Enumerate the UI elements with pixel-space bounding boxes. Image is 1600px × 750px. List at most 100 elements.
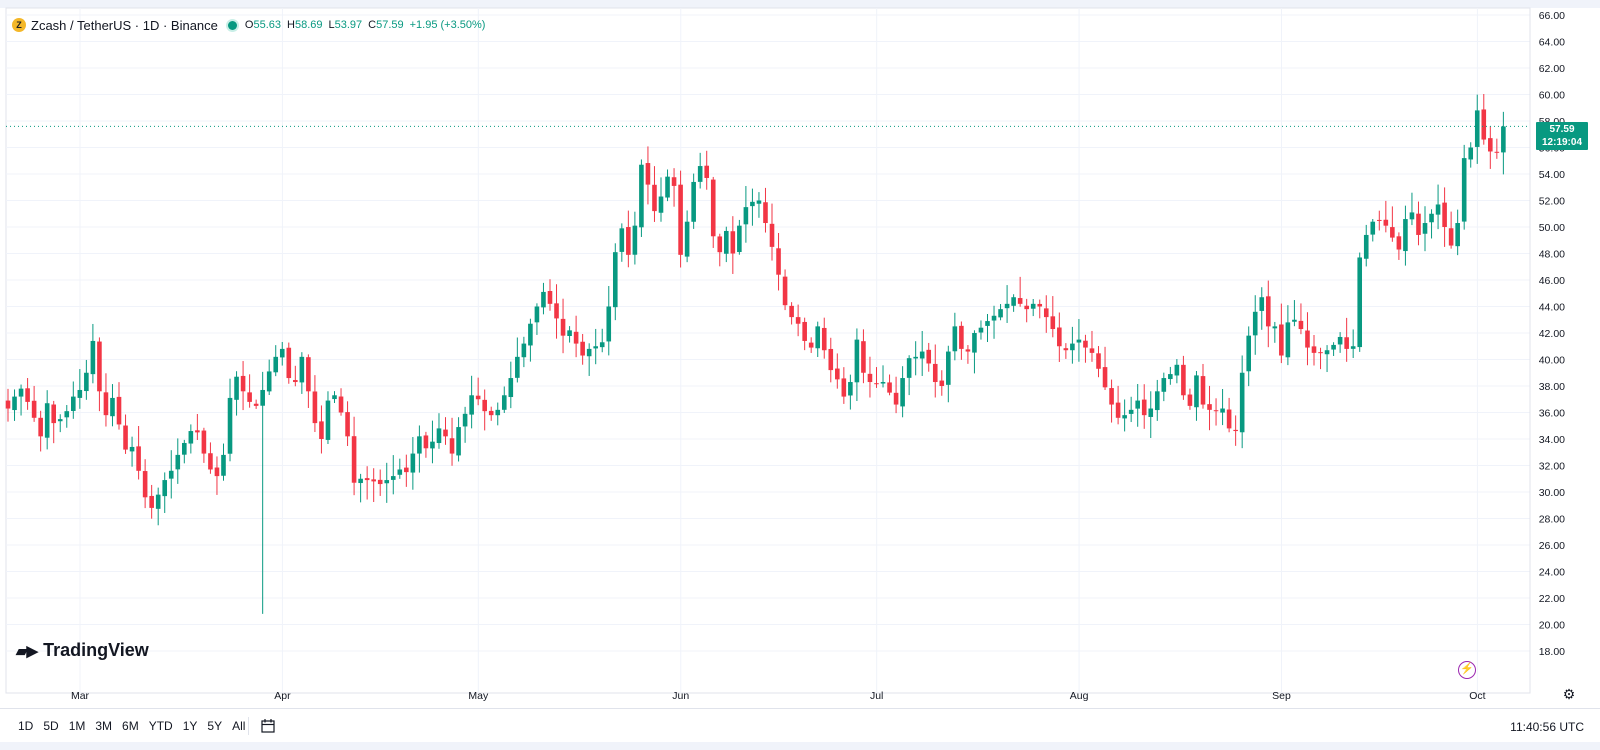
- candle-body[interactable]: [893, 392, 899, 405]
- candle-body[interactable]: [227, 397, 233, 454]
- candle-body[interactable]: [475, 395, 481, 400]
- candle-body[interactable]: [168, 470, 174, 479]
- candle-body[interactable]: [1174, 364, 1180, 376]
- candle-body[interactable]: [103, 392, 109, 416]
- candle-body[interactable]: [44, 403, 50, 438]
- candle-body[interactable]: [678, 184, 683, 255]
- candle-body[interactable]: [1226, 409, 1232, 429]
- candle-body[interactable]: [155, 494, 161, 509]
- candle-body[interactable]: [1416, 213, 1421, 235]
- candle-body[interactable]: [1200, 376, 1206, 405]
- candle-body[interactable]: [1030, 303, 1036, 309]
- candle-body[interactable]: [371, 479, 376, 482]
- candle-body[interactable]: [299, 356, 305, 383]
- candle-body[interactable]: [1089, 348, 1095, 353]
- candle-body[interactable]: [1370, 221, 1376, 235]
- range-button-1d[interactable]: 1D: [18, 719, 34, 733]
- candle-body[interactable]: [1422, 223, 1428, 234]
- candle-body[interactable]: [247, 392, 252, 402]
- candle-body[interactable]: [1363, 234, 1369, 259]
- candle-body[interactable]: [769, 223, 775, 247]
- candle-body[interactable]: [1272, 326, 1278, 329]
- candle-body[interactable]: [182, 442, 187, 455]
- range-button-6m[interactable]: 6M: [122, 719, 139, 733]
- candle-body[interactable]: [1187, 394, 1193, 406]
- candle-body[interactable]: [560, 318, 566, 336]
- candle-body[interactable]: [959, 325, 964, 349]
- candle-body[interactable]: [501, 395, 507, 410]
- candle-body[interactable]: [312, 391, 318, 424]
- candle-body[interactable]: [978, 327, 984, 333]
- candle-body[interactable]: [528, 323, 533, 346]
- candle-body[interactable]: [110, 397, 115, 417]
- candle-body[interactable]: [619, 228, 625, 252]
- candle-body[interactable]: [1285, 322, 1291, 358]
- candle-body[interactable]: [1481, 109, 1487, 140]
- range-button-1m[interactable]: 1M: [68, 719, 86, 733]
- candle-body[interactable]: [946, 351, 951, 385]
- candle-body[interactable]: [639, 164, 644, 228]
- candle-body[interactable]: [991, 315, 997, 321]
- candle-body[interactable]: [449, 438, 455, 454]
- candle-body[interactable]: [1076, 339, 1082, 343]
- candle-body[interactable]: [25, 388, 30, 402]
- candle-body[interactable]: [1429, 213, 1434, 223]
- candle-body[interactable]: [534, 306, 540, 323]
- candle-body[interactable]: [854, 339, 860, 383]
- candle-body[interactable]: [456, 427, 461, 456]
- candle-body[interactable]: [201, 430, 207, 454]
- candle-body[interactable]: [1279, 324, 1284, 356]
- candle-body[interactable]: [338, 396, 344, 413]
- candle-body[interactable]: [97, 341, 102, 392]
- candle-body[interactable]: [1337, 336, 1343, 345]
- candle-body[interactable]: [952, 326, 958, 352]
- candle-body[interactable]: [240, 375, 246, 392]
- utc-clock[interactable]: 11:40:56 UTC: [1510, 720, 1584, 734]
- candle-body[interactable]: [782, 276, 788, 306]
- candle-body[interactable]: [541, 291, 546, 308]
- candle-body[interactable]: [273, 356, 279, 373]
- candle-body[interactable]: [90, 340, 96, 375]
- candle-body[interactable]: [645, 163, 651, 185]
- candle-body[interactable]: [397, 469, 403, 475]
- candle-body[interactable]: [1168, 374, 1173, 380]
- candle-body[interactable]: [841, 378, 847, 397]
- candle-body[interactable]: [279, 348, 285, 358]
- candle-body[interactable]: [1194, 375, 1199, 408]
- candle-body[interactable]: [665, 176, 670, 198]
- candle-body[interactable]: [1207, 404, 1212, 410]
- candle-body[interactable]: [1494, 151, 1500, 153]
- candle-body[interactable]: [789, 305, 794, 318]
- candle-body[interactable]: [508, 378, 514, 398]
- candle-body[interactable]: [684, 221, 690, 257]
- candle-body[interactable]: [547, 291, 553, 304]
- candle-body[interactable]: [1017, 298, 1023, 304]
- candle-body[interactable]: [1344, 337, 1349, 349]
- candle-body[interactable]: [1246, 335, 1251, 372]
- candle-body[interactable]: [599, 342, 605, 348]
- candle-body[interactable]: [1442, 202, 1447, 227]
- candle-body[interactable]: [743, 207, 749, 225]
- candle-body[interactable]: [919, 351, 925, 359]
- candle-body[interactable]: [430, 441, 435, 449]
- candle-body[interactable]: [1259, 297, 1265, 311]
- candle-body[interactable]: [404, 467, 409, 473]
- candle-body[interactable]: [1141, 399, 1147, 416]
- candle-body[interactable]: [1298, 320, 1304, 330]
- candle-body[interactable]: [802, 321, 807, 341]
- candle-body[interactable]: [5, 400, 11, 409]
- candle-body[interactable]: [195, 430, 200, 433]
- candle-body[interactable]: [293, 380, 298, 383]
- candle-body[interactable]: [554, 303, 559, 319]
- candle-body[interactable]: [410, 453, 416, 473]
- candle-body[interactable]: [1070, 343, 1075, 351]
- candle-body[interactable]: [887, 382, 892, 393]
- candle-body[interactable]: [848, 382, 853, 396]
- candle-body[interactable]: [1011, 297, 1016, 306]
- candle-body[interactable]: [142, 471, 148, 498]
- candle-body[interactable]: [488, 410, 494, 416]
- candle-body[interactable]: [1265, 296, 1271, 327]
- range-button-5d[interactable]: 5D: [43, 719, 59, 733]
- candle-body[interactable]: [1318, 352, 1323, 354]
- candle-body[interactable]: [345, 412, 350, 437]
